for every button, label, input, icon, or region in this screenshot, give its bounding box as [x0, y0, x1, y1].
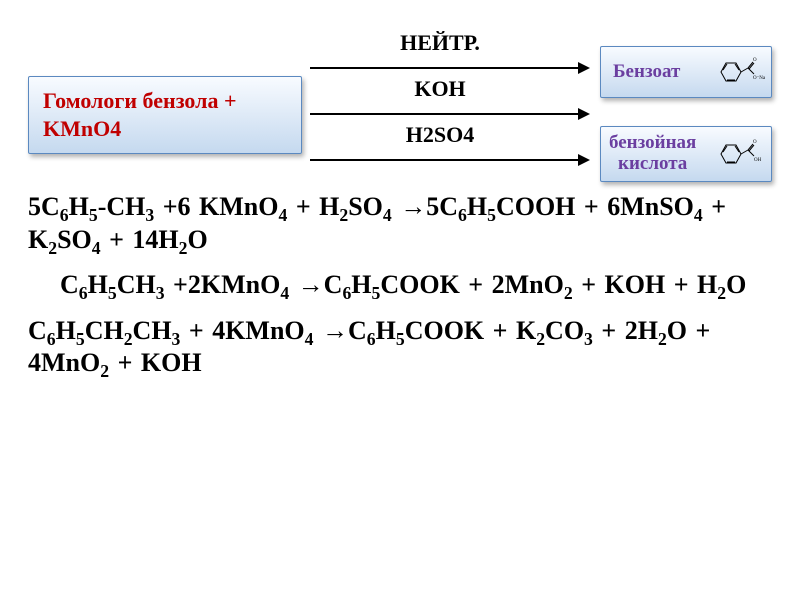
reaction-scheme: Гомологи бензола + KMnO4 НЕЙТР. KOH H2SO… [0, 0, 800, 180]
benzoic-label: бензойная кислота [609, 133, 696, 175]
benzoic-label-line2: кислота [618, 153, 687, 174]
svg-text:O⁻Na⁺: O⁻Na⁺ [753, 75, 765, 81]
arrow-neutral: НЕЙТР. [310, 34, 590, 74]
equation-2: C6H5CH3 +2KMnO4 →C6H5COOK + 2MnO2 + KOH … [28, 268, 772, 302]
sodium-benzoate-structure-icon: O O⁻Na⁺ [709, 52, 765, 92]
arrow-icon [310, 148, 590, 166]
equation-1: 5C6H5-CH3 +6 KMnO4 + H2SO4 →5C6H5COOH + … [28, 190, 772, 256]
arrow-icon [310, 56, 590, 74]
arrow-acidic: H2SO4 [310, 126, 590, 166]
reagent-line2: KMnO4 [43, 116, 121, 141]
equations-block: 5C6H5-CH3 +6 KMnO4 + H2SO4 →5C6H5COOH + … [0, 180, 800, 380]
cond-acidic-label: H2SO4 [310, 122, 570, 148]
benzoate-label: Бензоат [613, 62, 680, 83]
product-benzoate-box: Бензоат O O⁻Na⁺ [600, 46, 772, 98]
product-benzoic-box: бензойная кислота O OH [600, 126, 772, 182]
reagent-box: Гомологи бензола + KMnO4 [28, 76, 302, 154]
arrow-icon [310, 102, 590, 120]
conditions-arrows: НЕЙТР. KOH H2SO4 [310, 34, 590, 172]
svg-text:O: O [753, 140, 757, 145]
arrow-basic: KOH [310, 80, 590, 120]
svg-text:O: O [753, 58, 757, 63]
cond-neutral-label: НЕЙТР. [310, 30, 570, 56]
benzoic-acid-structure-icon: O OH [709, 134, 765, 174]
svg-text:OH: OH [754, 158, 762, 163]
cond-basic-label: KOH [310, 76, 570, 102]
benzoic-label-line1: бензойная [609, 132, 696, 153]
reagent-line1: Гомологи бензола + [43, 88, 237, 113]
equation-3: C6H5CH2CH3 + 4KMnO4 →C6H5COOK + K2CO3 + … [28, 314, 772, 380]
